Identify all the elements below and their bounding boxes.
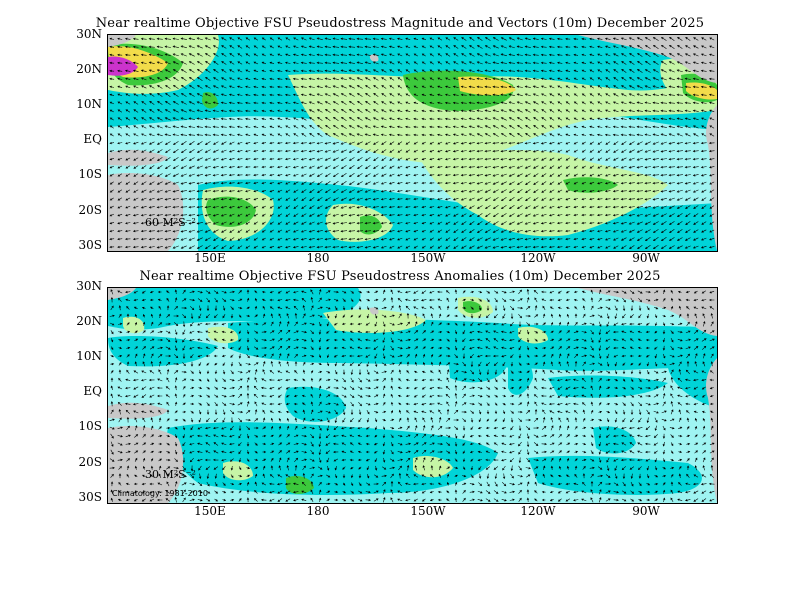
panel-1-vector-field <box>109 36 715 250</box>
panel-2-map <box>107 287 718 504</box>
panel-1-lat-label-20s: 20S <box>78 203 103 217</box>
panel-1-lat-label-20n: 20N <box>76 62 102 76</box>
panel-1-lon-label-180: 180 <box>306 251 330 265</box>
panel-2-map-svg <box>108 288 717 503</box>
panel-1-lat-label-30n: 30N <box>76 27 102 41</box>
panel-1-lon-label-120w: 120W <box>520 251 556 265</box>
panel-2-lat-label-30s: 30S <box>78 490 103 504</box>
panel-2-climatology-label: Climatology: 1981-2010 <box>112 489 208 498</box>
panel-2-scale-label: 30 M²S⁻² <box>145 468 196 481</box>
panel-1-lon-label-90w: 90W <box>632 251 660 265</box>
panel-1-lon-label-150w: 150W <box>410 251 446 265</box>
panel-2-lon-label-150w: 150W <box>410 504 446 518</box>
panel-2-lon-label-150e: 150E <box>194 504 226 518</box>
panel-2-lat-label-10s: 10S <box>78 419 103 433</box>
panel-2-lat-label-30n: 30N <box>76 279 102 293</box>
panel-1-lat-label-30s: 30S <box>78 238 103 252</box>
panel-2-vector-field <box>109 288 715 503</box>
wind-vector-arrows <box>109 288 715 503</box>
panel-1-title: Near realtime Objective FSU Pseudostress… <box>95 16 705 31</box>
panel-1-lat-label-10s: 10S <box>78 167 103 181</box>
wind-vector-arrows <box>109 36 715 250</box>
panel-2-lon-label-120w: 120W <box>520 504 556 518</box>
panel-1-lon-label-150e: 150E <box>194 251 226 265</box>
panel-1-map <box>107 34 718 252</box>
panel-2-lat-label-20n: 20N <box>76 314 102 328</box>
panel-1-lat-label-10n: 10N <box>76 97 102 111</box>
panel-1-scale-label: 60 M²S⁻² <box>145 216 196 229</box>
panel-1-lat-label-eq: EQ <box>83 132 102 146</box>
panel-2-lat-label-20s: 20S <box>78 455 103 469</box>
panel-2-lon-label-90w: 90W <box>632 504 660 518</box>
panel-2-title: Near realtime Objective FSU Pseudostress… <box>139 269 661 284</box>
panel-2-lon-label-180: 180 <box>306 504 330 518</box>
panel-2-lat-label-eq: EQ <box>83 384 102 398</box>
panel-1-map-svg <box>108 35 717 251</box>
panel-2-lat-label-10n: 10N <box>76 349 102 363</box>
